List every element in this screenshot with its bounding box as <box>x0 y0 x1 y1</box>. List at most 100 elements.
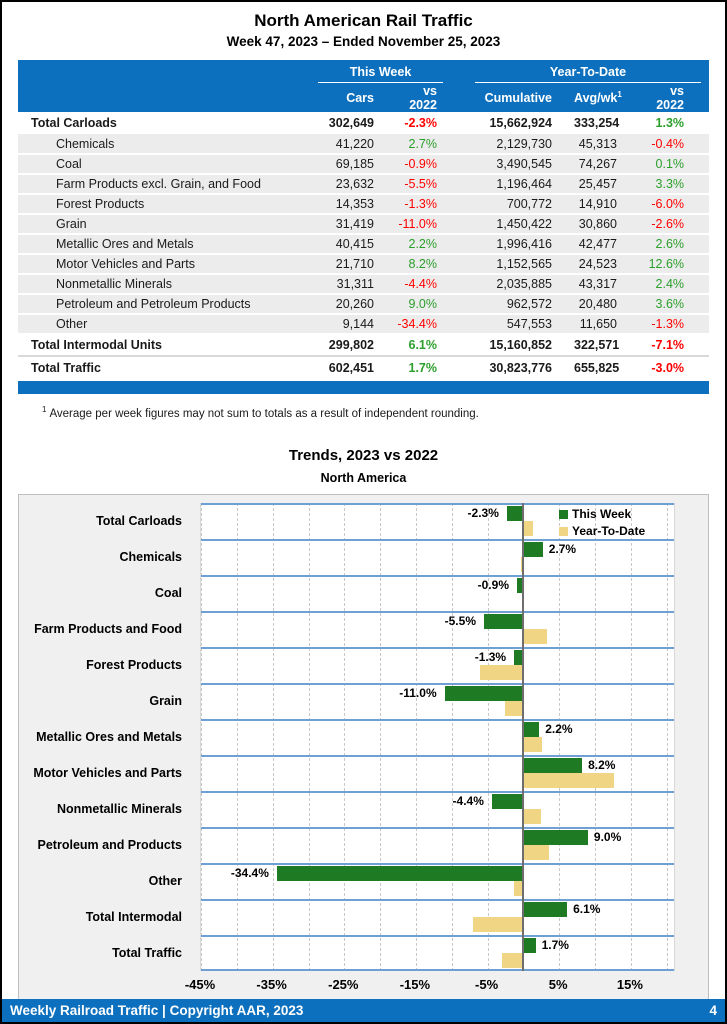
bar-this-week <box>276 865 524 881</box>
chart-baseline <box>201 968 674 971</box>
row-label: Forest Products <box>17 194 314 215</box>
row-label: Total Intermodal Units <box>17 333 314 356</box>
x-axis-tick-label: 5% <box>548 976 568 992</box>
category-band-separator <box>201 934 674 971</box>
cumulative-value: 700,772 <box>459 194 574 215</box>
bar-year-to-date <box>523 772 614 788</box>
ytd-vs2022-value: 3.6% <box>639 294 710 315</box>
cumulative-value: 547,553 <box>459 314 574 335</box>
category-band-separator <box>201 898 674 935</box>
this-week-swatch <box>559 509 568 519</box>
cumulative-value: 2,035,885 <box>459 274 574 295</box>
x-axis-tick-label: -5% <box>475 976 499 992</box>
category-band-separator <box>201 538 674 575</box>
this-week-vs2022-value: -11.0% <box>395 214 459 235</box>
avgwk-footnote-marker: 1 <box>617 90 622 100</box>
bar-value-label: 6.1% <box>573 901 601 916</box>
gridline <box>380 502 382 971</box>
category-band-separator <box>201 682 674 719</box>
legend-label-ytd: Year-To-Date <box>572 524 646 539</box>
chart-subtitle: North America <box>320 470 407 485</box>
table-row: Total Traffic 602,451 1.7% 30,823,776 655,82… <box>17 355 710 378</box>
column-header-avgwk: Avg/wk1 <box>574 84 639 112</box>
avg-per-week-value: 43,317 <box>574 274 639 295</box>
bar-this-week <box>506 505 524 521</box>
table-row: Motor Vehicles and Parts 21,710 8.2% 1,152,… <box>17 254 710 275</box>
ytd-vs2022-value: 12.6% <box>639 254 710 275</box>
chart-category-label: Farm Products and Food <box>34 621 182 636</box>
this-week-vs2022-value: 8.2% <box>395 254 459 275</box>
cumulative-value: 1,196,464 <box>459 174 574 195</box>
bar-this-week <box>514 649 524 665</box>
legend-item-ytd: Year-To-Date <box>559 523 645 540</box>
avg-per-week-value: 14,910 <box>574 194 639 215</box>
category-band-separator <box>201 826 674 863</box>
row-label: Nonmetallic Minerals <box>17 274 314 295</box>
category-band-separator <box>201 646 674 683</box>
category-band-separator <box>201 718 674 755</box>
column-header-vs2022-ytd: vs 2022 <box>639 84 710 112</box>
bar-year-to-date <box>523 808 541 824</box>
group-header-ytd: Year-To-Date <box>459 60 710 84</box>
group-header-this-week: This Week <box>313 60 459 84</box>
bar-year-to-date <box>523 844 550 860</box>
table-body: Total Carloads 302,649 -2.3% 15,662,924 333,… <box>17 112 710 378</box>
cumulative-value: 1,450,422 <box>459 214 574 235</box>
cumulative-value: 15,160,852 <box>459 333 574 356</box>
chart-legend: This Week Year-To-Date <box>559 506 645 540</box>
legend-item-this-week: This Week <box>559 506 645 523</box>
cumulative-value: 2,129,730 <box>459 134 574 155</box>
cars-value: 31,311 <box>313 274 396 295</box>
table-row: Other 9,144 -34.4% 547,553 11,650 -1.3% <box>17 314 710 335</box>
cumulative-value: 962,572 <box>459 294 574 315</box>
bar-value-label: -34.4% <box>230 865 269 880</box>
gridline <box>272 502 274 971</box>
ytd-vs2022-value: -6.0% <box>639 194 710 215</box>
page-title: North American Rail Traffic <box>254 11 473 30</box>
bar-this-week <box>523 721 540 737</box>
bar-value-label: 1.7% <box>541 937 569 952</box>
cumulative-value: 30,823,776 <box>459 355 574 378</box>
trends-chart: Total Carloads Chemicals Coal Farm Products… <box>18 493 709 1002</box>
bar-value-label: -1.3% <box>474 649 507 664</box>
bar-this-week <box>523 757 583 773</box>
chart-category-label: Metallic Ores and Metals <box>36 729 182 744</box>
ytd-vs2022-value: -1.3% <box>639 314 710 335</box>
chart-category-label: Total Traffic <box>112 945 182 960</box>
bar-year-to-date <box>504 700 524 716</box>
empty-header-cell <box>17 84 314 112</box>
footer-bar: Weekly Railroad Traffic | Copyright AAR,… <box>2 999 725 1022</box>
cumulative-value: 15,662,924 <box>459 112 574 134</box>
chart-category-label: Total Carloads <box>96 513 182 528</box>
ytd-vs2022-value: 3.3% <box>639 174 710 195</box>
this-week-vs2022-value: -4.4% <box>395 274 459 295</box>
ytd-vs2022-value: 1.3% <box>639 112 710 134</box>
cars-value: 69,185 <box>313 154 396 175</box>
avg-per-week-value: 45,313 <box>574 134 639 155</box>
chart-category-label: Coal <box>154 585 182 600</box>
bar-this-week <box>484 613 524 629</box>
footnote-text: Average per week figures may not sum to … <box>49 407 479 420</box>
row-label: Chemicals <box>17 134 314 155</box>
bar-value-label: 9.0% <box>593 829 622 844</box>
bar-year-to-date <box>523 520 533 536</box>
bar-year-to-date <box>514 880 524 896</box>
this-week-vs2022-value: 2.2% <box>395 234 459 255</box>
ytd-vs2022-value: -7.1% <box>639 333 710 356</box>
gridline <box>630 502 632 971</box>
group-header-this-week-label: This Week <box>317 65 443 83</box>
x-axis-tick-label: -25% <box>328 976 359 992</box>
x-axis-tick-label: 15% <box>616 976 643 992</box>
bar-year-to-date <box>523 628 547 644</box>
table-row: Coal 69,185 -0.9% 3,490,545 74,267 0.1% <box>17 154 710 175</box>
x-axis-tick-label: -15% <box>399 976 431 992</box>
row-label: Metallic Ores and Metals <box>17 234 314 255</box>
row-label: Coal <box>17 154 314 175</box>
cars-value: 31,419 <box>313 214 396 235</box>
gridline <box>415 502 417 971</box>
avgwk-label: Avg/wk <box>574 91 618 106</box>
chart-category-label: Chemicals <box>119 549 182 564</box>
gridline <box>666 502 668 971</box>
bar-year-to-date <box>501 952 524 968</box>
page-subtitle: Week 47, 2023 – Ended November 25, 2023 <box>226 34 501 49</box>
